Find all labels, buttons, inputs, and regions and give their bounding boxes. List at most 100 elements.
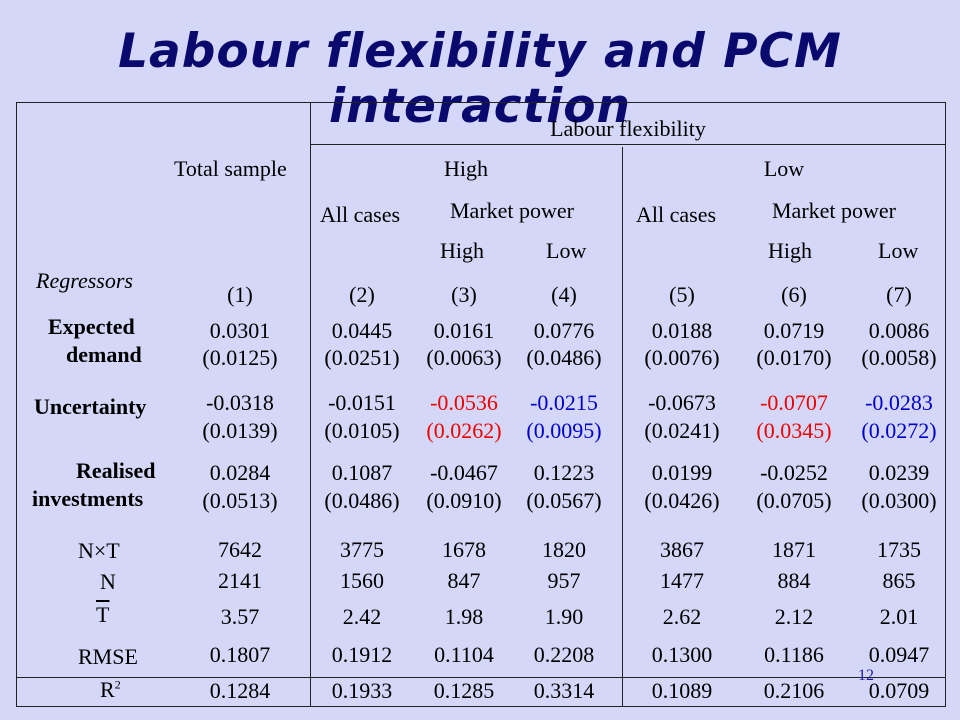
nxt-value-col7: 1735 [877, 537, 921, 562]
uncertainty-se-col4: (0.0095) [526, 418, 602, 443]
realised-investments-coef-col4: 0.1223 [533, 460, 595, 485]
realised-investments-coef-col2: 0.1087 [331, 460, 393, 485]
rmse-value-col6: 0.1186 [764, 642, 824, 667]
nxt-value-col4: 1820 [542, 537, 586, 562]
tbar-value-col6: 2.12 [774, 604, 814, 629]
tbar-value-col5: 2.62 [662, 604, 702, 629]
col-number-2: (2) [349, 282, 375, 307]
expected-demand-se-col4: (0.0486) [526, 345, 602, 370]
realised-investments-se-col3: (0.0910) [426, 488, 502, 513]
tbar-value-col2: 2.42 [342, 604, 382, 629]
r2-label-sup: 2 [114, 677, 121, 692]
rmse-value-col1: 0.1807 [209, 642, 271, 667]
table-frame [16, 102, 946, 707]
uncertainty-coef-col7: -0.0283 [865, 390, 933, 415]
realised-investments-se-col1: (0.0513) [202, 488, 278, 513]
realised-investments-coef-col6: -0.0252 [760, 460, 828, 485]
tbar-value-col7: 2.01 [879, 604, 919, 629]
expected-demand-se-col6: (0.0170) [756, 345, 832, 370]
col-number-6: (6) [781, 282, 807, 307]
market-power-header-high: Market power [450, 198, 575, 223]
r2-value-col2: 0.1933 [331, 678, 393, 703]
realised-investments-se-col2: (0.0486) [324, 488, 400, 513]
divider-total-sample [310, 102, 311, 707]
all-cases-header-low: All cases [636, 202, 717, 227]
expected-demand-coef-col1: 0.0301 [209, 318, 271, 343]
nxt-value-col3: 1678 [442, 537, 486, 562]
tbar-value-col4: 1.90 [544, 604, 584, 629]
expected-demand-se-col2: (0.0251) [324, 345, 400, 370]
r2-value-col7: 0.0709 [868, 678, 930, 703]
nxt-value-col2: 3775 [340, 537, 384, 562]
realised-investments-se-col6: (0.0705) [756, 488, 832, 513]
tbar-label: T [96, 602, 110, 627]
r2-value-col4: 0.3314 [533, 678, 595, 703]
realised-investments-label-1: Realised [76, 458, 156, 483]
n-value-col4: 957 [547, 568, 581, 593]
r2-value-col6: 0.2106 [763, 678, 825, 703]
rmse-value-col3: 0.1104 [434, 642, 494, 667]
col-number-5: (5) [669, 282, 695, 307]
rmse-value-col4: 0.2208 [533, 642, 595, 667]
uncertainty-coef-col3: -0.0536 [430, 390, 498, 415]
nxt-label: N×T [78, 538, 120, 563]
realised-investments-coef-col5: 0.0199 [651, 460, 713, 485]
low-flexibility-header: Low [763, 156, 805, 181]
realised-investments-se-col5: (0.0426) [644, 488, 720, 513]
mp-high-header-1: High [440, 238, 484, 263]
high-flexibility-header: High [444, 156, 488, 181]
uncertainty-coef-col6: -0.0707 [760, 390, 828, 415]
rmse-value-col5: 0.1300 [651, 642, 713, 667]
expected-demand-label-2: demand [66, 342, 142, 367]
rmse-value-col7: 0.0947 [868, 642, 930, 667]
expected-demand-coef-col5: 0.0188 [651, 318, 713, 343]
rmse-label: RMSE [78, 644, 138, 669]
uncertainty-coef-col4: -0.0215 [530, 390, 598, 415]
uncertainty-coef-col1: -0.0318 [206, 390, 274, 415]
mp-high-header-2: High [768, 238, 812, 263]
uncertainty-se-col6: (0.0345) [756, 418, 832, 443]
mp-low-header-2: Low [878, 238, 919, 263]
nxt-value-col1: 7642 [218, 537, 262, 562]
realised-investments-coef-col7: 0.0239 [868, 460, 930, 485]
uncertainty-se-col7: (0.0272) [861, 418, 937, 443]
divider-high-low [622, 147, 623, 707]
col-number-7: (7) [886, 282, 912, 307]
uncertainty-label: Uncertainty [34, 394, 147, 419]
n-value-col7: 865 [882, 568, 916, 593]
expected-demand-se-col5: (0.0076) [644, 345, 720, 370]
all-cases-header-high: All cases [320, 202, 401, 227]
uncertainty-coef-col2: -0.0151 [328, 390, 396, 415]
expected-demand-se-col1: (0.0125) [202, 345, 278, 370]
n-value-col6: 884 [777, 568, 811, 593]
uncertainty-coef-col5: -0.0673 [648, 390, 716, 415]
header-rule [310, 144, 946, 145]
uncertainty-se-col3: (0.0262) [426, 418, 502, 443]
realised-investments-se-col7: (0.0300) [861, 488, 937, 513]
nxt-value-col5: 3867 [660, 537, 704, 562]
realised-investments-se-col4: (0.0567) [526, 488, 602, 513]
col-number-4: (4) [551, 282, 577, 307]
tbar-value-col3: 1.98 [444, 604, 484, 629]
labour-flexibility-header: Labour flexibility [550, 116, 706, 141]
n-value-col2: 1560 [340, 568, 384, 593]
col-number-3: (3) [451, 282, 477, 307]
col-number-1: (1) [227, 282, 253, 307]
page-number: 12 [858, 667, 874, 684]
expected-demand-coef-col3: 0.0161 [433, 318, 495, 343]
uncertainty-se-col5: (0.0241) [644, 418, 720, 443]
rmse-value-col2: 0.1912 [331, 642, 393, 667]
slide-title: Labour flexibility and PCM interaction [118, 24, 842, 134]
n-value-col5: 1477 [660, 568, 704, 593]
n-label: N [100, 569, 116, 594]
realised-investments-coef-col3: -0.0467 [430, 460, 498, 485]
expected-demand-se-col3: (0.0063) [426, 345, 502, 370]
n-value-col3: 847 [447, 568, 481, 593]
r2-value-col1: 0.1284 [209, 678, 271, 703]
expected-demand-coef-col4: 0.0776 [533, 318, 595, 343]
expected-demand-coef-col2: 0.0445 [331, 318, 393, 343]
realised-investments-coef-col1: 0.0284 [209, 460, 271, 485]
r2-value-col3: 0.1285 [433, 678, 495, 703]
n-value-col1: 2141 [218, 568, 262, 593]
